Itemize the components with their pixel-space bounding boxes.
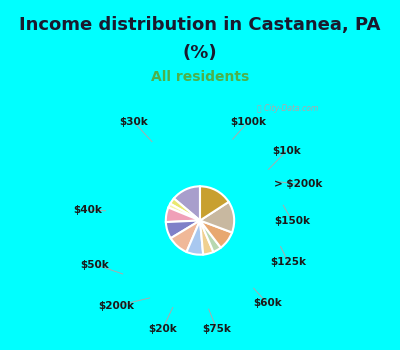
Text: Income distribution in Castanea, PA: Income distribution in Castanea, PA bbox=[19, 16, 381, 34]
Wedge shape bbox=[200, 220, 232, 248]
Text: (%): (%) bbox=[183, 44, 217, 62]
Wedge shape bbox=[166, 220, 200, 238]
Wedge shape bbox=[200, 220, 214, 254]
Text: $125k: $125k bbox=[270, 257, 306, 267]
Wedge shape bbox=[170, 198, 200, 220]
Wedge shape bbox=[200, 220, 221, 252]
Wedge shape bbox=[200, 186, 229, 220]
Text: All residents: All residents bbox=[151, 70, 249, 84]
Text: $200k: $200k bbox=[98, 301, 134, 311]
Text: $30k: $30k bbox=[120, 117, 148, 127]
Text: > $200k: > $200k bbox=[274, 179, 323, 189]
Text: ⓘ City-Data.com: ⓘ City-Data.com bbox=[257, 104, 318, 113]
Text: $50k: $50k bbox=[81, 260, 110, 270]
Wedge shape bbox=[200, 202, 234, 232]
Text: $40k: $40k bbox=[73, 205, 102, 215]
Text: $75k: $75k bbox=[202, 324, 231, 334]
Wedge shape bbox=[186, 220, 203, 255]
Wedge shape bbox=[168, 204, 200, 220]
Text: $10k: $10k bbox=[272, 146, 301, 155]
Text: $20k: $20k bbox=[148, 324, 177, 334]
Text: $150k: $150k bbox=[274, 216, 310, 225]
Wedge shape bbox=[174, 186, 200, 220]
Wedge shape bbox=[166, 208, 200, 222]
Wedge shape bbox=[171, 220, 200, 252]
Text: $60k: $60k bbox=[253, 299, 282, 308]
Text: $100k: $100k bbox=[230, 117, 266, 127]
